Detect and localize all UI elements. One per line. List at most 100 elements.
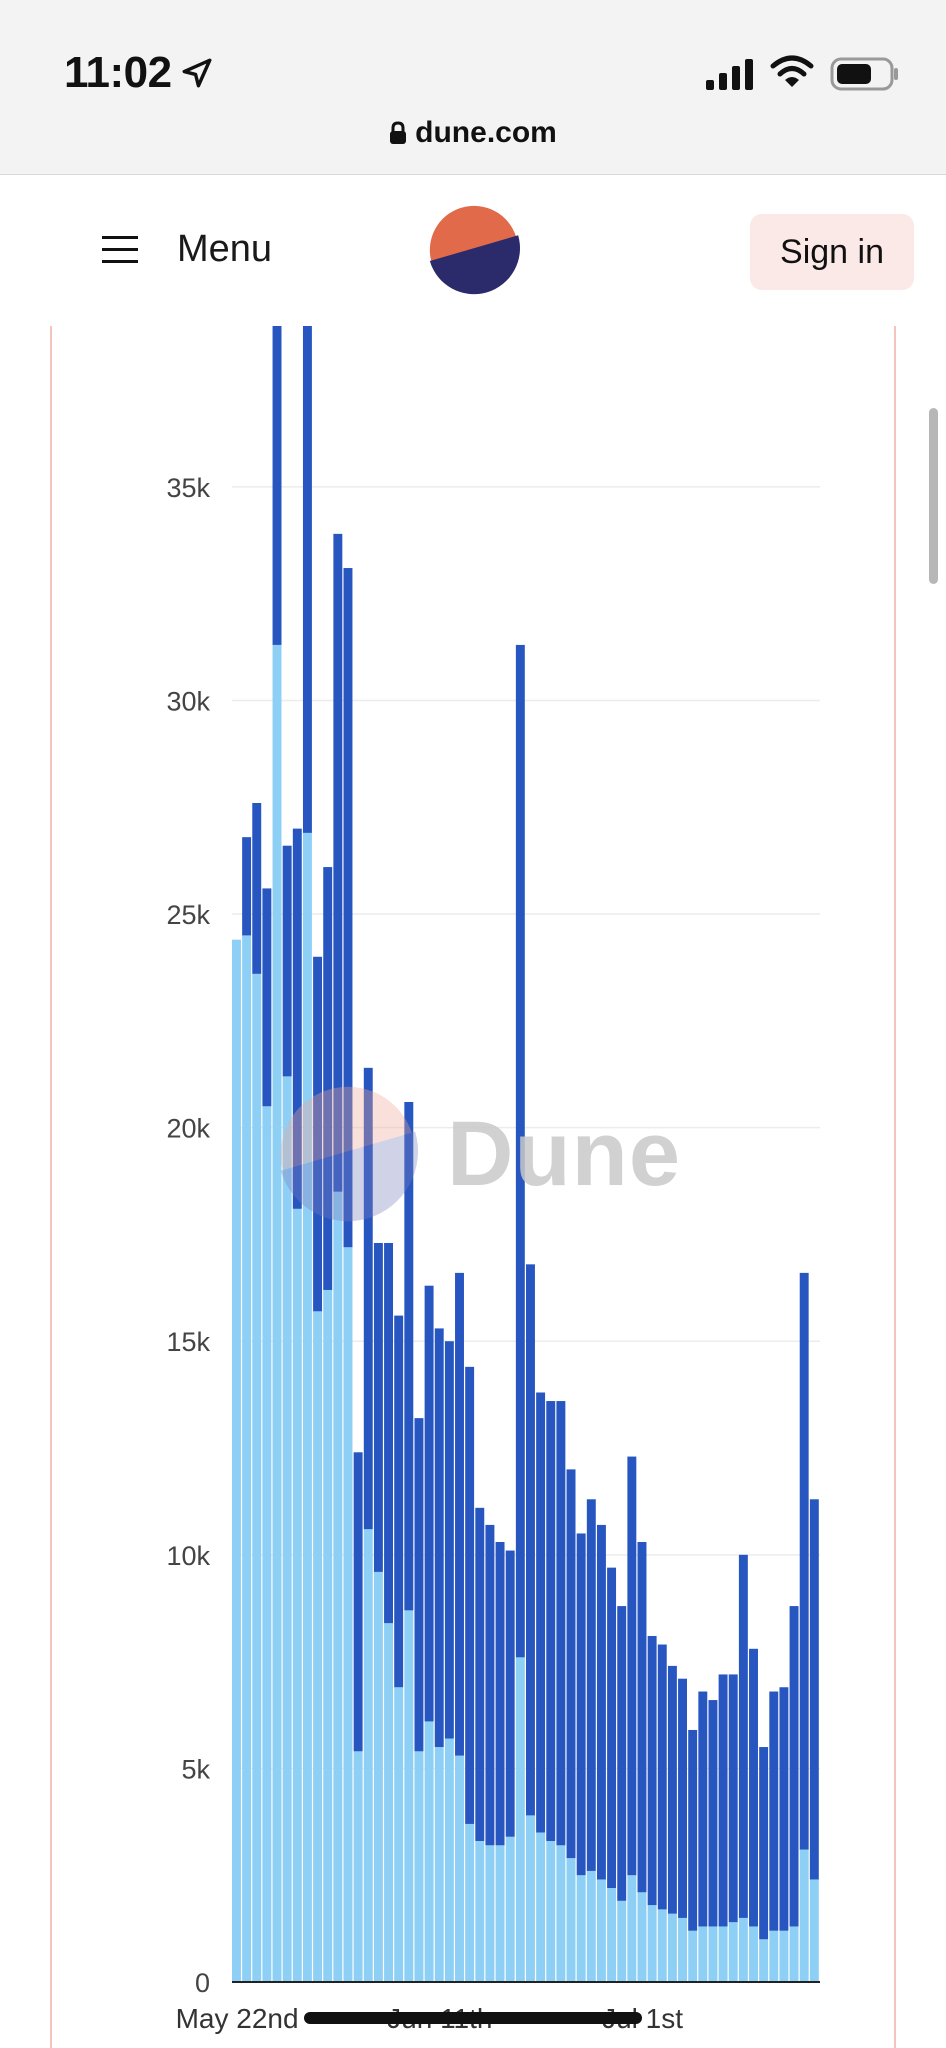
bar-base <box>384 1623 394 1982</box>
bar-top <box>749 1648 758 1927</box>
bar-top <box>353 1452 363 1752</box>
watermark-logo <box>280 1086 418 1222</box>
bar-base <box>434 1747 444 1982</box>
bar-top <box>495 1542 505 1846</box>
bar-base <box>627 1875 637 1982</box>
bar-top <box>789 1606 799 1927</box>
bar-base <box>546 1841 556 1982</box>
bar-base <box>353 1751 363 1982</box>
y-tick-label: 5k <box>181 1754 210 1784</box>
bar-top <box>708 1700 718 1927</box>
bar-base <box>414 1751 424 1982</box>
bar-top <box>738 1554 748 1918</box>
bar-top <box>617 1606 627 1901</box>
bar-top <box>373 1242 383 1572</box>
bar-top <box>576 1533 586 1876</box>
bar-top <box>434 1328 444 1748</box>
bar-top <box>586 1499 596 1871</box>
status-time: 11:02 <box>64 48 172 97</box>
bar-top <box>414 1418 424 1752</box>
bar-base <box>617 1900 627 1982</box>
bar-base <box>475 1841 485 1982</box>
home-indicator[interactable] <box>304 2012 642 2024</box>
bar-top <box>546 1401 556 1842</box>
bar-base <box>789 1926 799 1982</box>
bar-base <box>759 1939 769 1982</box>
watermark-text: Dune <box>447 1103 681 1205</box>
bar-base <box>313 1311 323 1982</box>
bar-base <box>272 644 282 1982</box>
bar-top <box>698 1691 708 1927</box>
bar-top <box>647 1635 657 1906</box>
lock-icon <box>390 121 407 144</box>
bar-base <box>465 1823 475 1982</box>
top-nav: Menu Sign in <box>0 176 946 326</box>
menu-button[interactable]: Menu <box>177 228 273 270</box>
x-tick-label: May 22nd <box>176 2003 299 2034</box>
bar-base <box>404 1610 414 1982</box>
bar-top <box>505 1550 515 1837</box>
bar-base <box>708 1926 718 1982</box>
bar-base <box>373 1571 383 1982</box>
sign-in-button[interactable]: Sign in <box>750 214 914 290</box>
bar-top <box>343 568 353 1248</box>
bar-base <box>596 1879 606 1982</box>
bar-top <box>363 1067 373 1530</box>
bar-top <box>302 326 312 833</box>
bar-top <box>313 956 323 1312</box>
bar-base <box>455 1755 464 1982</box>
bar-top <box>424 1285 434 1722</box>
bar-base <box>262 1106 272 1982</box>
bar-top <box>384 1242 394 1624</box>
bar-top <box>769 1691 779 1931</box>
bar-base <box>302 832 312 1982</box>
bar-top <box>759 1747 769 1940</box>
bar-top <box>526 1264 535 1816</box>
bar-top <box>262 888 272 1107</box>
bar-top <box>607 1567 617 1889</box>
bar-base <box>536 1832 546 1982</box>
bar-base <box>647 1905 657 1982</box>
y-tick-label: 15k <box>166 1327 210 1357</box>
bar-top <box>242 837 252 936</box>
bar-base <box>637 1892 647 1982</box>
bar-top <box>272 326 282 645</box>
scrollbar[interactable] <box>929 408 938 584</box>
y-tick-label: 25k <box>166 900 210 930</box>
bar-top <box>475 1507 485 1842</box>
hamburger-icon[interactable] <box>102 234 138 266</box>
bar-base <box>799 1849 809 1982</box>
bar-base <box>485 1845 495 1982</box>
battery-icon <box>830 57 898 91</box>
bar-base <box>678 1917 688 1982</box>
y-tick-label: 35k <box>166 473 210 503</box>
bar-top <box>596 1524 606 1880</box>
bar-top <box>455 1272 464 1756</box>
bar-top <box>678 1678 688 1918</box>
bar-base <box>282 1076 292 1982</box>
bar-base <box>688 1930 698 1982</box>
bar-base <box>749 1926 758 1982</box>
bar-top <box>394 1315 404 1688</box>
bar-top <box>688 1729 698 1931</box>
bar-base <box>809 1879 819 1982</box>
bar-base <box>444 1738 454 1982</box>
bar-top <box>515 644 525 1658</box>
bar-base <box>728 1922 738 1982</box>
bar-base <box>505 1836 515 1982</box>
address-bar[interactable]: dune.com <box>0 116 946 150</box>
bar-top <box>333 533 343 1192</box>
bar-top <box>667 1665 677 1914</box>
bar-base <box>495 1845 505 1982</box>
bar-base <box>232 939 241 1982</box>
y-tick-label: 20k <box>166 1114 210 1144</box>
bar-base <box>252 973 262 1982</box>
bar-base <box>566 1858 576 1982</box>
bar-base <box>292 1208 302 1982</box>
bar-top <box>779 1687 789 1931</box>
bar-base <box>667 1913 677 1982</box>
y-tick-label: 30k <box>166 686 210 716</box>
bar-base <box>576 1875 586 1982</box>
dune-logo[interactable] <box>428 204 520 296</box>
